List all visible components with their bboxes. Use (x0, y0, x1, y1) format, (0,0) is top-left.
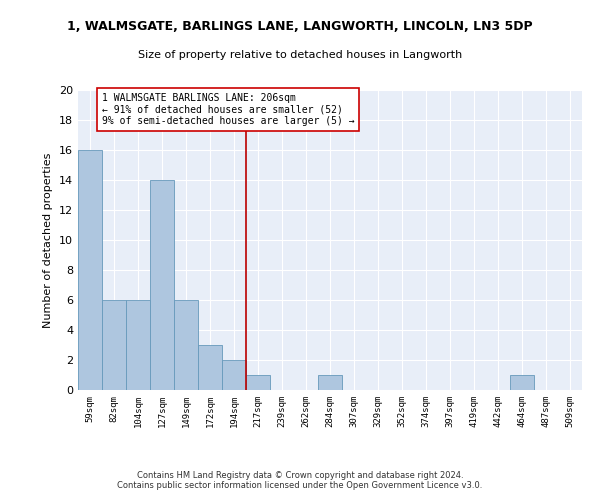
Bar (102, 300, 126, 390)
Text: Contains HM Land Registry data © Crown copyright and database right 2024.
Contai: Contains HM Land Registry data © Crown c… (118, 470, 482, 490)
Bar (78, 150, 102, 390)
Bar (126, 300, 150, 390)
Bar (510, 375, 534, 390)
Bar (246, 375, 270, 390)
Bar (150, 180, 174, 390)
Text: Size of property relative to detached houses in Langworth: Size of property relative to detached ho… (138, 50, 462, 60)
Bar (198, 345, 222, 390)
Bar (222, 360, 246, 390)
Y-axis label: Number of detached properties: Number of detached properties (43, 152, 53, 328)
Text: 1 WALMSGATE BARLINGS LANE: 206sqm
← 91% of detached houses are smaller (52)
9% o: 1 WALMSGATE BARLINGS LANE: 206sqm ← 91% … (102, 93, 355, 126)
Bar (318, 375, 342, 390)
Text: 1, WALMSGATE, BARLINGS LANE, LANGWORTH, LINCOLN, LN3 5DP: 1, WALMSGATE, BARLINGS LANE, LANGWORTH, … (67, 20, 533, 33)
Bar (174, 300, 198, 390)
